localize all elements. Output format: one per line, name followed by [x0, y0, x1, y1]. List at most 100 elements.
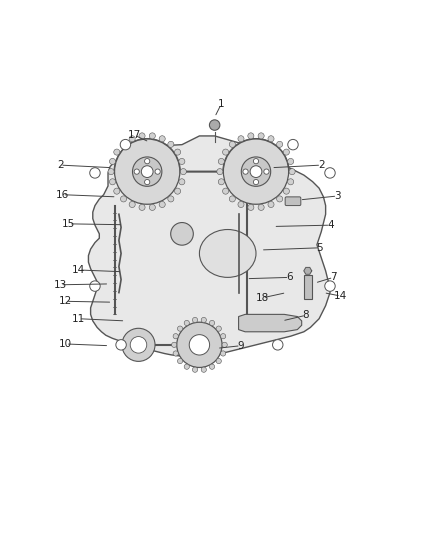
Text: 13: 13 — [53, 280, 67, 290]
Circle shape — [139, 204, 145, 211]
Circle shape — [179, 179, 185, 185]
Text: 14: 14 — [72, 265, 85, 275]
Circle shape — [229, 141, 235, 147]
Text: 2: 2 — [57, 160, 64, 170]
Circle shape — [133, 157, 162, 187]
Circle shape — [216, 359, 221, 364]
Text: 8: 8 — [303, 310, 309, 320]
Circle shape — [258, 204, 264, 211]
Polygon shape — [88, 136, 330, 356]
Circle shape — [177, 359, 183, 364]
Circle shape — [149, 204, 155, 211]
Circle shape — [108, 168, 114, 175]
Circle shape — [268, 201, 274, 207]
Text: 18: 18 — [256, 293, 269, 303]
Circle shape — [223, 188, 229, 194]
Circle shape — [116, 340, 126, 350]
Circle shape — [288, 140, 298, 150]
Circle shape — [288, 179, 294, 185]
Text: 2: 2 — [318, 160, 325, 170]
Text: 6: 6 — [286, 272, 293, 282]
Circle shape — [223, 149, 229, 155]
Circle shape — [155, 169, 160, 174]
Polygon shape — [239, 314, 302, 332]
Circle shape — [134, 169, 139, 174]
Circle shape — [217, 168, 223, 175]
Text: 9: 9 — [237, 341, 244, 351]
Circle shape — [209, 120, 220, 130]
Circle shape — [149, 133, 155, 139]
Circle shape — [122, 328, 155, 361]
Circle shape — [120, 140, 131, 150]
Circle shape — [110, 179, 116, 185]
Circle shape — [253, 158, 258, 164]
Circle shape — [283, 149, 290, 155]
Circle shape — [201, 367, 206, 373]
Circle shape — [90, 281, 100, 292]
Circle shape — [120, 196, 127, 202]
Text: 4: 4 — [327, 220, 334, 230]
Circle shape — [189, 335, 210, 355]
Text: 10: 10 — [59, 339, 72, 349]
Ellipse shape — [199, 230, 256, 277]
Polygon shape — [304, 268, 312, 274]
Circle shape — [250, 166, 262, 177]
Text: 15: 15 — [62, 219, 75, 229]
Circle shape — [177, 326, 183, 331]
Circle shape — [177, 322, 222, 367]
Circle shape — [243, 169, 248, 174]
Text: 11: 11 — [72, 314, 85, 324]
Circle shape — [159, 136, 165, 142]
Bar — [304, 275, 312, 299]
Circle shape — [325, 281, 335, 292]
Circle shape — [238, 136, 244, 142]
Circle shape — [253, 180, 258, 184]
Circle shape — [220, 351, 226, 356]
Circle shape — [192, 367, 198, 373]
Circle shape — [258, 133, 264, 139]
Circle shape — [168, 141, 174, 147]
Circle shape — [173, 351, 178, 356]
Circle shape — [218, 158, 224, 165]
Circle shape — [174, 149, 180, 155]
Circle shape — [110, 158, 116, 165]
Circle shape — [248, 133, 254, 139]
Text: 12: 12 — [59, 296, 72, 306]
Circle shape — [129, 201, 135, 207]
Text: 5: 5 — [317, 243, 323, 253]
Circle shape — [180, 168, 186, 175]
Circle shape — [171, 223, 193, 245]
Circle shape — [209, 364, 215, 369]
Circle shape — [179, 158, 185, 165]
Circle shape — [216, 326, 221, 331]
Circle shape — [90, 168, 100, 178]
Circle shape — [283, 188, 290, 194]
Text: 16: 16 — [56, 190, 69, 200]
Circle shape — [120, 141, 127, 147]
Circle shape — [139, 133, 145, 139]
Circle shape — [209, 320, 215, 326]
Text: 17: 17 — [127, 130, 141, 140]
Circle shape — [238, 201, 244, 207]
Circle shape — [289, 168, 295, 175]
Circle shape — [220, 334, 226, 339]
Circle shape — [222, 342, 227, 348]
Circle shape — [159, 201, 165, 207]
Circle shape — [223, 139, 289, 204]
Circle shape — [172, 342, 177, 348]
Circle shape — [264, 169, 269, 174]
Circle shape — [229, 196, 235, 202]
Circle shape — [184, 364, 189, 369]
Circle shape — [218, 179, 224, 185]
FancyBboxPatch shape — [285, 197, 301, 206]
Circle shape — [248, 204, 254, 211]
Circle shape — [168, 196, 174, 202]
Circle shape — [130, 336, 147, 353]
Circle shape — [145, 158, 150, 164]
Circle shape — [141, 166, 153, 177]
Circle shape — [129, 136, 135, 142]
Circle shape — [201, 317, 206, 322]
Text: 1: 1 — [218, 99, 225, 109]
Circle shape — [174, 188, 180, 194]
Text: 7: 7 — [330, 272, 337, 282]
